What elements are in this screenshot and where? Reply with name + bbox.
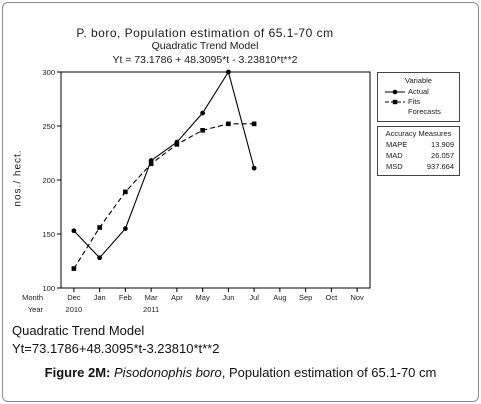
legend-entry-actual: Actual [384, 87, 456, 97]
y-tick-label-100: 100 [42, 284, 55, 293]
point-actual-jan [97, 255, 103, 261]
x-tick-label-mar: Mar [145, 293, 158, 302]
accuracy-mad-name: MAD [386, 151, 403, 160]
chart-title: P. boro, Population estimation of 65.1-7… [76, 26, 334, 40]
point-fits-may [200, 128, 205, 133]
x-tick-label-may: May [196, 293, 210, 302]
point-actual-feb [122, 226, 128, 232]
point-fits-jul [251, 121, 257, 127]
legend-actual-label: Actual [408, 87, 429, 96]
point-actual-dec [71, 228, 77, 234]
caption-equation: Yt=73.1786+48.3095*t-3.23810*t**2 [12, 341, 220, 356]
point-actual-jul [251, 165, 257, 171]
chart-subtitle: Quadratic Trend Model [151, 40, 259, 52]
x-tick-label-nov: Nov [350, 293, 364, 302]
x-tick-label-feb: Feb [119, 293, 132, 302]
accuracy-msd-name: MSD [386, 162, 403, 171]
x-year-label-2011: 2011 [143, 305, 159, 314]
accuracy-mad-value: 26.057 [431, 151, 454, 160]
x-tick-label-apr: Apr [171, 293, 183, 302]
x-tick-label-jan: Jan [94, 293, 106, 302]
figure-label: Figure 2M: [44, 365, 111, 380]
legend-actual-symbol [385, 89, 405, 95]
x-year-label-2010: 2010 [66, 305, 83, 314]
chart-equation: Yt = 73.1786 + 48.3095*t - 3.23810*t**2 [112, 54, 298, 66]
legend-fits-label: Fits [408, 97, 421, 106]
caption-model-name: Quadratic Trend Model [12, 323, 145, 338]
figure-caption: Figure 2M: Pisodonophis boro, Population… [0, 365, 481, 380]
point-fits-dec [71, 266, 77, 271]
legend-entry-fits: Fits [384, 97, 456, 107]
accuracy-mape-name: MAPE [386, 140, 408, 149]
accuracy-row-msd: MSD 937.664 [386, 162, 454, 172]
x-row-label-year: Year [28, 305, 44, 314]
legend-title: Variable [405, 76, 432, 85]
y-tick-label-300: 300 [42, 68, 55, 77]
x-tick-label-dec: Dec [67, 293, 81, 302]
legend: Variable Actual Fits Forecasts [377, 72, 460, 122]
figure-caption-rest: , Population estimation of 65.1-70 cm [221, 365, 437, 380]
accuracy-measures-box: Accuracy Measures MAPE 13.909 MAD 26.057… [377, 126, 460, 176]
accuracy-title: Accuracy Measures [385, 129, 452, 138]
legend-forecasts-label: Forecasts [408, 107, 441, 116]
accuracy-row-mape: MAPE 13.909 [386, 140, 454, 150]
series-line-fits [73, 123, 255, 269]
y-tick-label-250: 250 [42, 122, 55, 131]
x-tick-label-aug: Aug [273, 293, 286, 302]
point-actual-jun [225, 69, 231, 75]
x-tick-label-jul: Jul [249, 293, 259, 302]
point-fits-feb [123, 189, 128, 195]
accuracy-mape-value: 13.909 [431, 140, 454, 149]
legend-entry-forecasts: Forecasts [384, 107, 456, 117]
accuracy-msd-value: 937.664 [426, 162, 454, 171]
series-line-actual [73, 70, 255, 259]
point-actual-may [200, 110, 206, 116]
legend-fits-symbol [385, 99, 405, 105]
x-tick-label-sep: Sep [299, 293, 312, 302]
point-fits-jan [97, 225, 102, 230]
x-tick-label-jun: Jun [222, 293, 234, 302]
x-tick-label-oct: Oct [326, 293, 339, 302]
y-tick-label-150: 150 [42, 230, 55, 239]
point-fits-mar [148, 161, 154, 167]
accuracy-row-mad: MAD 26.057 [386, 151, 454, 161]
figure-species: Pisodonophis boro [114, 365, 222, 380]
point-fits-apr [174, 142, 180, 147]
x-row-label-month: Month [22, 293, 43, 302]
y-tick-label-200: 200 [42, 176, 55, 185]
plot-area [60, 71, 371, 289]
point-fits-jun [226, 121, 231, 127]
